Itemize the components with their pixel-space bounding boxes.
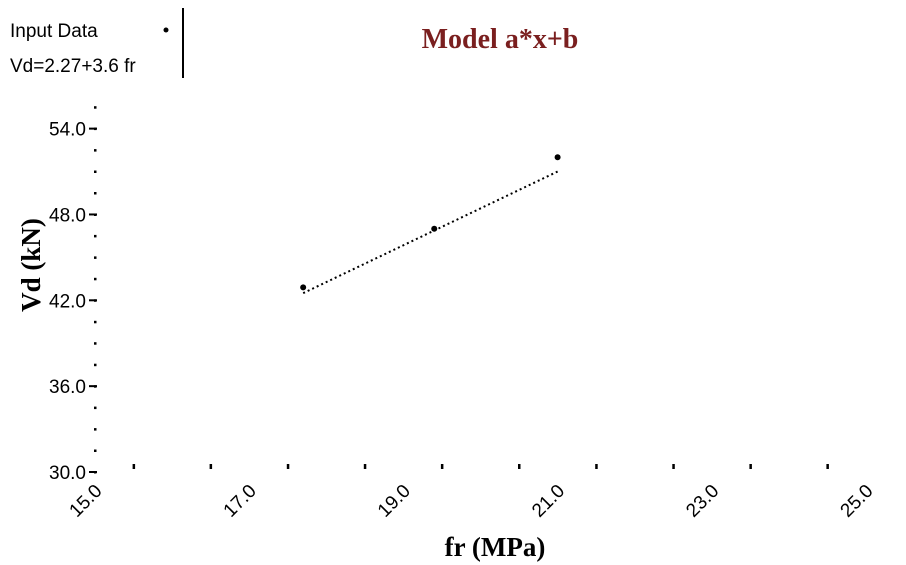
y-tick-label: 54.0 [49,120,86,141]
x-axis-dot [672,464,675,469]
x-axis-dot [286,464,290,469]
x-axis-dot [518,464,521,469]
legend: Input Data Vd=2.27+3.6 fr [10,8,184,78]
y-axis-dot [94,149,97,152]
x-axis-dot [595,464,598,469]
y-axis-dot [94,363,97,367]
legend-marker-point [163,27,169,33]
y-tick-label: 48.0 [49,205,86,226]
y-axis-title: Vd (kN) [16,218,46,312]
plot-area [300,154,561,295]
y-axis-dot [94,320,97,324]
y-tick-label: 36.0 [49,377,86,398]
y-axis-dot [94,277,97,281]
y-axis: 30.0 36.0 42.0 48.0 54.0 [49,106,97,484]
x-axis-dot [209,464,213,469]
x-axis-dot [826,464,829,469]
x-tick-label: 23.0 [682,481,723,522]
legend-label-input-data: Input Data [10,21,98,42]
y-axis-dot [94,342,97,345]
y-tick-label: 42.0 [49,291,86,312]
x-axis-dot [363,464,367,469]
x-tick-label: 25.0 [837,481,878,522]
y-axis-dot [94,449,97,452]
y-axis-dot [94,428,97,431]
fit-line [302,170,559,295]
y-axis-dot [94,192,97,195]
y-tick-label: 30.0 [49,463,86,484]
x-tick-label: 19.0 [374,481,415,522]
x-axis-title: fr (MPa) [445,532,546,562]
x-axis-dot [440,464,444,469]
data-point [300,284,307,291]
y-axis-dot [94,106,97,109]
y-axis-dot [94,234,97,238]
x-axis-dot [132,464,136,469]
x-tick-label: 17.0 [220,481,261,522]
data-point [431,225,438,232]
y-axis-dot [94,170,97,173]
y-axis-dot [94,256,97,259]
x-axis-dot [749,464,752,469]
x-axis: 15.0 17.0 19.0 21.0 23.0 25.0 [66,464,878,522]
data-point [554,154,561,161]
y-axis-dot [94,406,97,410]
legend-label-fit: Vd=2.27+3.6 fr [10,56,136,77]
x-tick-label: 15.0 [66,481,107,522]
chart-title: Model a*x+b [422,24,579,55]
x-tick-label: 21.0 [528,481,569,522]
